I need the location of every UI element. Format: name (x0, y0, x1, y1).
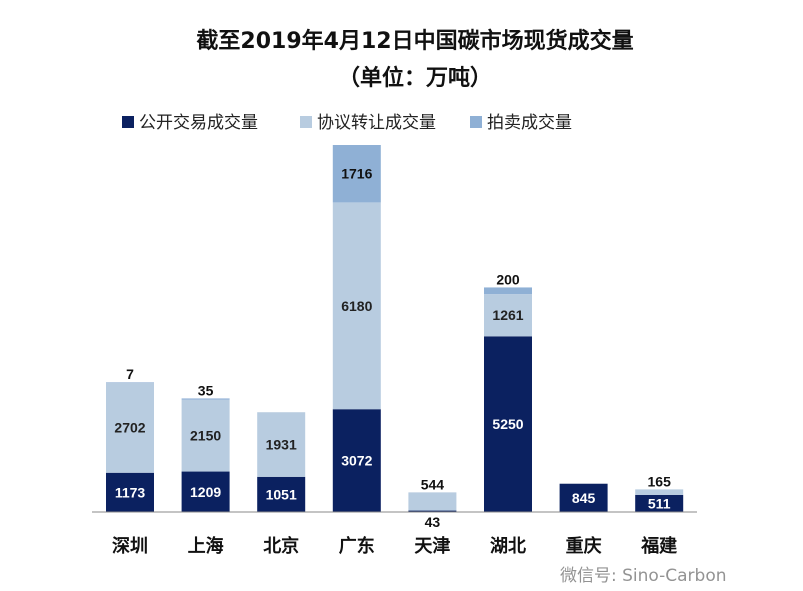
bar-segment (635, 489, 684, 495)
bar-segment (484, 294, 532, 337)
bar-segment (181, 398, 230, 400)
bar-segment (181, 399, 230, 472)
data-label: 845 (572, 490, 596, 506)
data-label: 2150 (190, 428, 221, 444)
legend-label: 公开交易成交量 (139, 113, 258, 133)
data-label: 200 (496, 271, 520, 287)
legend-swatch (300, 116, 312, 128)
chart-title: 截至2019年4月12日中国碳市场现货成交量 (196, 28, 633, 54)
bar-segment (408, 510, 457, 512)
legend: 公开交易成交量 协议转让成交量 拍卖成交量 (122, 113, 572, 133)
legend-swatch (122, 116, 134, 128)
watermark-wechat: 微信号: Sino-Carbon (560, 566, 727, 586)
category-label: 湖北 (490, 536, 526, 557)
data-label: 1209 (190, 484, 221, 500)
bar-segment (408, 492, 457, 511)
data-label: 544 (421, 476, 445, 492)
data-label: 511 (648, 495, 671, 511)
data-label: 2702 (114, 420, 145, 436)
bar-segment (559, 483, 608, 512)
data-label: 1051 (266, 486, 297, 502)
data-label: 1931 (266, 437, 297, 453)
data-label: 5250 (492, 416, 523, 432)
bar-segment (332, 202, 381, 410)
bar-segment (484, 336, 532, 512)
bar-segment (484, 287, 532, 295)
data-label: 35 (198, 382, 214, 398)
bar-segment (181, 471, 230, 512)
data-label: 3072 (341, 453, 372, 469)
legend-label: 协议转让成交量 (317, 113, 436, 133)
bar-segment (257, 412, 306, 477)
category-label: 北京 (263, 535, 299, 557)
legend-label: 拍卖成交量 (487, 113, 572, 133)
category-label: 上海 (188, 535, 224, 557)
category-label: 深圳 (112, 535, 148, 557)
legend-swatch (470, 116, 482, 128)
data-label: 165 (648, 473, 672, 489)
category-label: 重庆 (566, 535, 602, 557)
bar-segment (635, 494, 684, 512)
bar-segment (332, 409, 381, 512)
bar-segment (106, 382, 154, 473)
data-label: 43 (425, 514, 441, 530)
category-label: 天津 (414, 535, 450, 557)
bar-segment (332, 145, 381, 203)
data-label: 7 (126, 366, 134, 382)
bar-segment (106, 472, 154, 512)
category-label: 福建 (640, 535, 677, 557)
data-label: 6180 (341, 298, 372, 314)
data-label: 1173 (115, 484, 146, 500)
data-label: 1716 (341, 166, 372, 182)
bar-segment (257, 476, 306, 512)
data-label: 1261 (492, 307, 523, 323)
chart-subtitle: （单位：万吨） (338, 65, 492, 91)
bars: 1173 2702 7 深圳 1209 2150 35 上海 1051 1931 北京 3072 618… (106, 145, 684, 557)
category-label: 广东 (339, 535, 375, 557)
